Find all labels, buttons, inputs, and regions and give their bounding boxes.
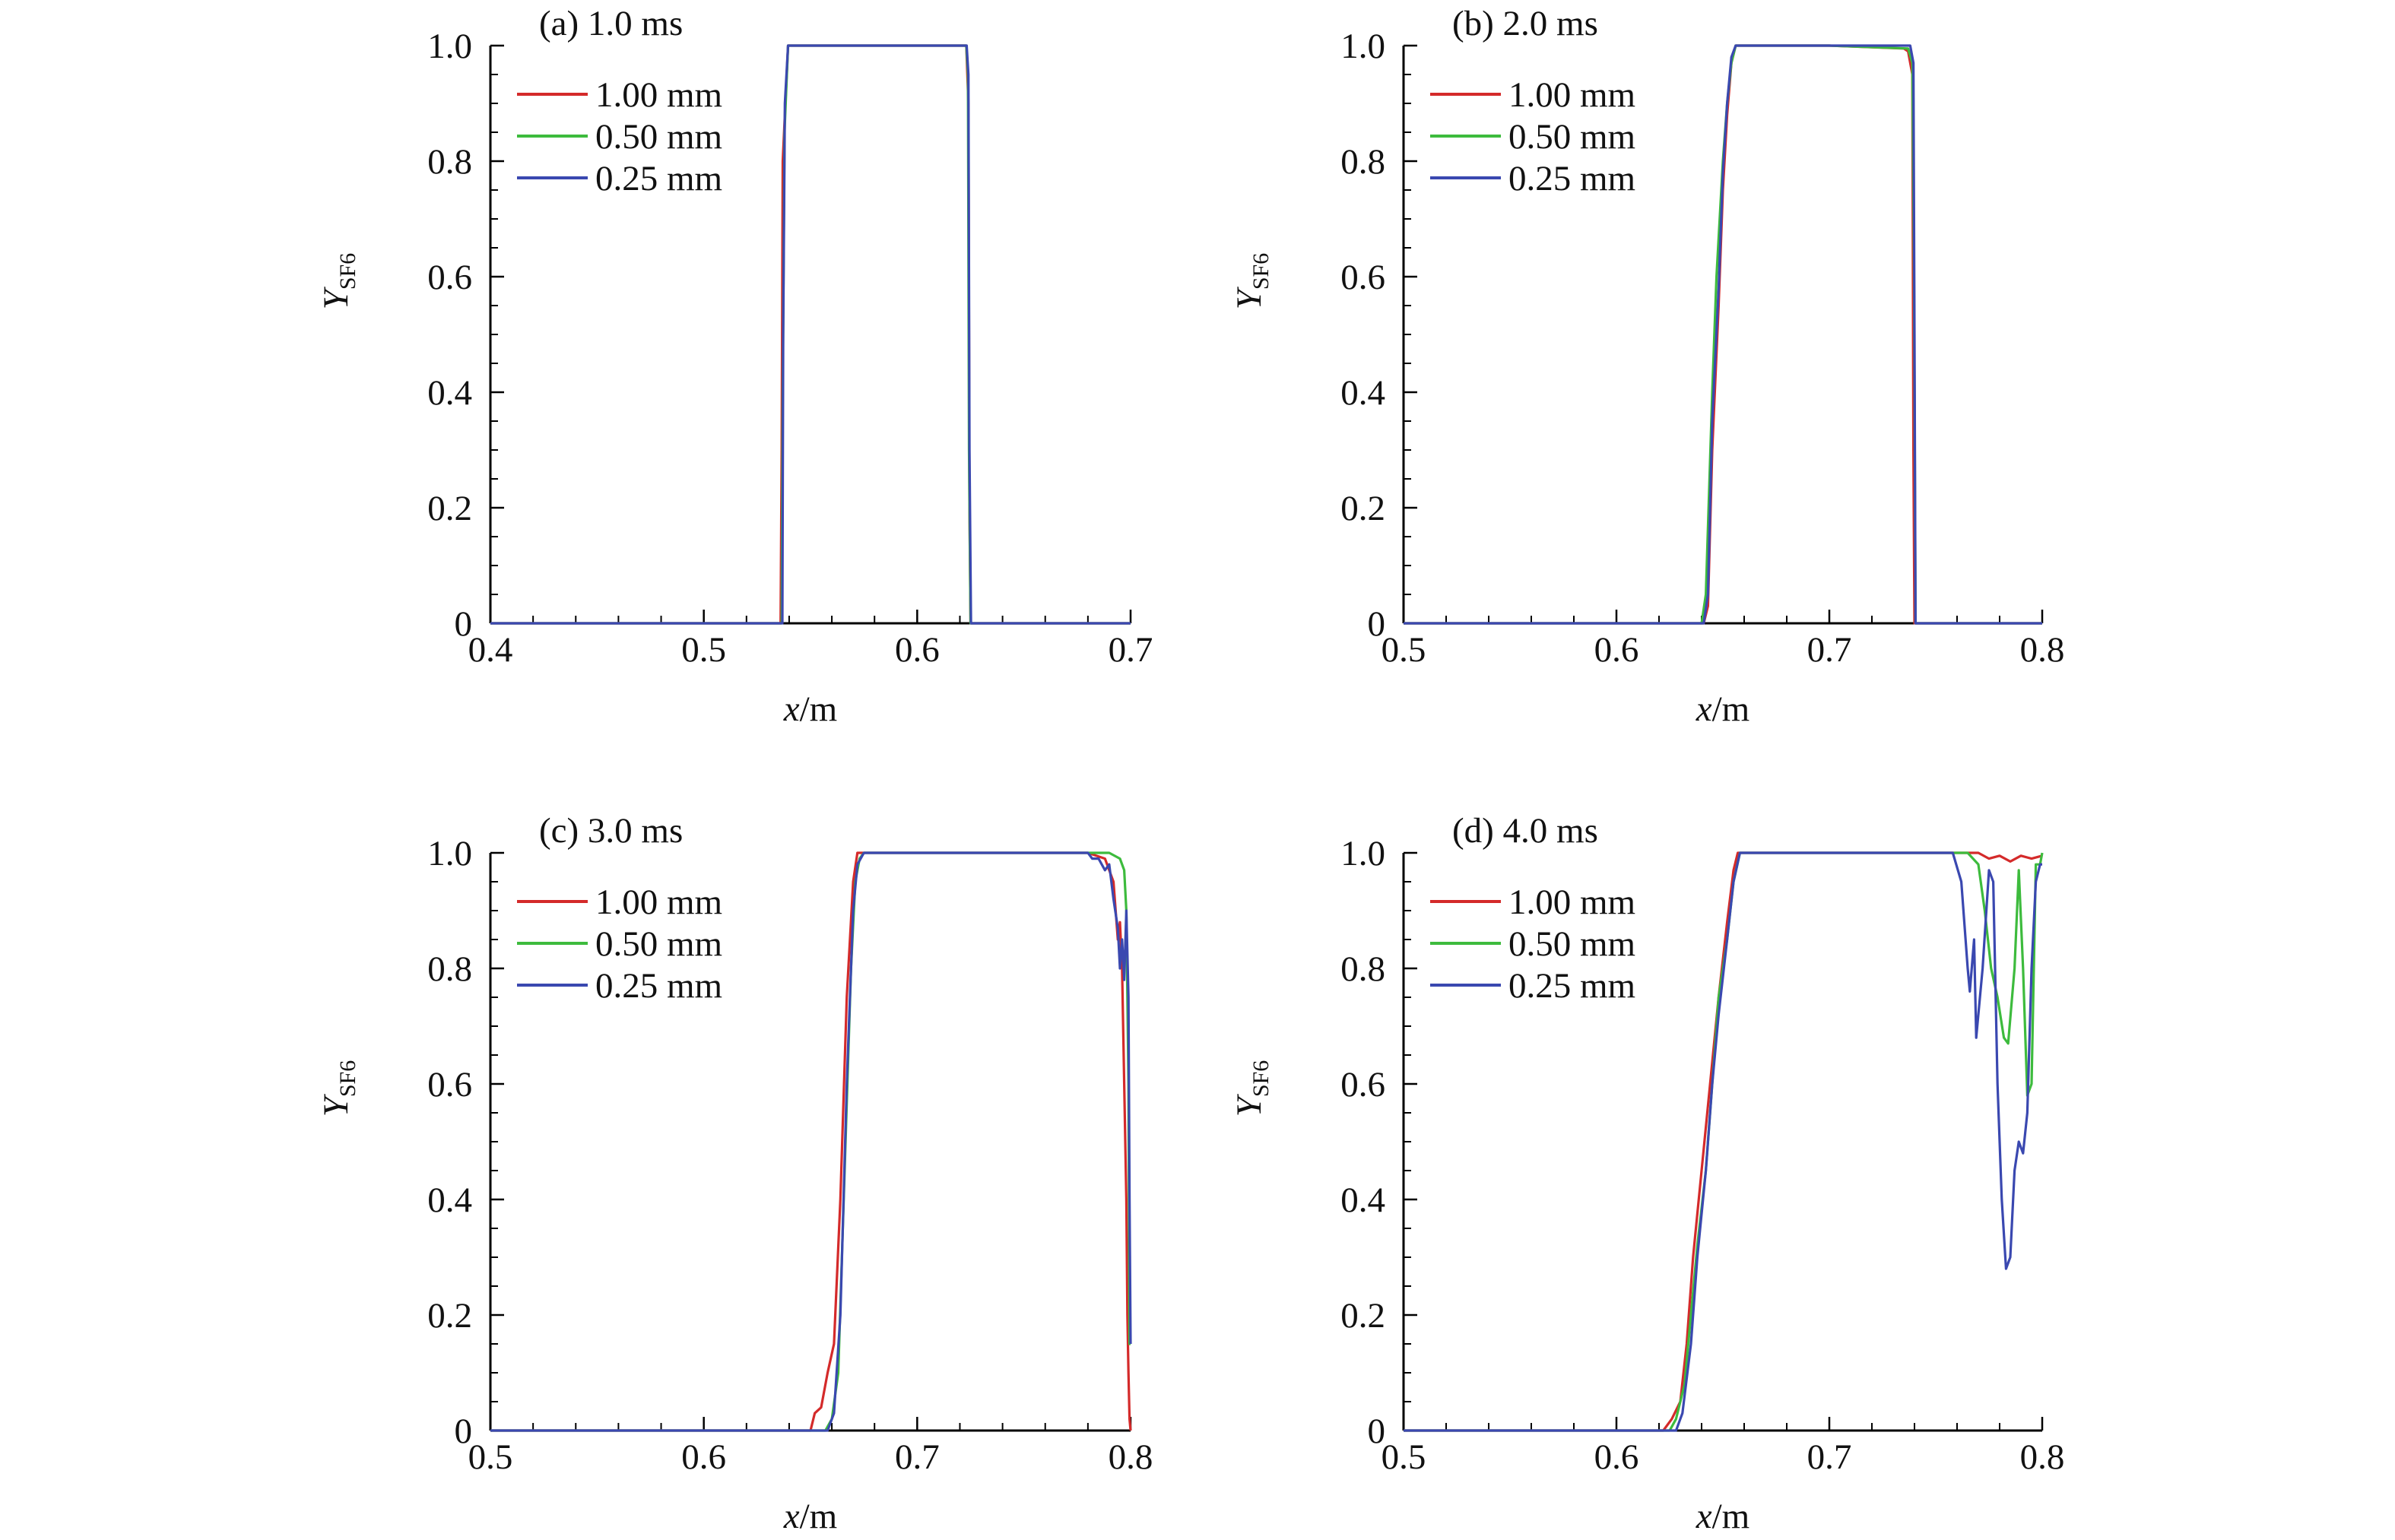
y-tick-label: 0.2	[1340, 1296, 1385, 1336]
y-axis-title: YSF6	[316, 1060, 360, 1117]
x-tick-label: 0.8	[1109, 1437, 1153, 1477]
y-tick-label: 1.0	[1340, 834, 1385, 873]
y-tick-label: 0.2	[427, 489, 472, 528]
legend-label: 1.00 mm	[1508, 882, 1635, 922]
y-tick-label: 0.4	[427, 1180, 472, 1220]
series-line-025	[490, 44, 1131, 625]
x-axis-title: x/m	[783, 1497, 838, 1536]
legend-label: 1.00 mm	[1508, 75, 1635, 115]
x-tick-label: 0.7	[895, 1437, 940, 1477]
y-tick-label: 0	[455, 604, 473, 644]
y-axis-title: YSF6	[1229, 253, 1274, 310]
series-line-025	[1404, 44, 2042, 625]
legend-label: 0.50 mm	[1508, 117, 1635, 157]
series-line-025	[1404, 851, 2042, 1432]
x-tick-label: 0.5	[468, 1437, 513, 1477]
y-tick-label: 0.4	[427, 373, 472, 413]
panel-d: 0.5 0.6 0.7 0.8 0 0.2 0.4 0.6 0.8 1.0 x/m YSF6 (d) 4…	[1229, 811, 2064, 1536]
legend-label: 0.50 mm	[595, 117, 722, 157]
y-tick-label: 0	[1368, 1412, 1386, 1451]
legend-label: 0.25 mm	[595, 159, 722, 198]
panel-a: 0.4 0.5 0.6 0.7 0 0.2 0.4 0.6 0.8 1.0 x/m YSF6 (a) 1…	[316, 4, 1153, 729]
panel-c: 0.5 0.6 0.7 0.8 0 0.2 0.4 0.6 0.8 1.0 x/m YSF6 (c) 3…	[316, 811, 1153, 1536]
y-tick-label: 0.4	[1340, 1180, 1385, 1220]
y-tick-label: 0.6	[1340, 1065, 1385, 1104]
y-axis-title: YSF6	[316, 253, 360, 310]
x-tick-label: 0.4	[468, 630, 513, 670]
series-line-050	[490, 44, 1131, 625]
series-line-100	[1404, 851, 2043, 1432]
x-axis-title: x/m	[1696, 1497, 1750, 1536]
y-tick-label: 0.4	[1340, 373, 1385, 413]
y-tick-label: 1.0	[427, 834, 472, 873]
series-line-100	[490, 851, 1132, 1432]
x-tick-label: 0.6	[1594, 630, 1639, 670]
panel-title: (b) 2.0 ms	[1452, 4, 1598, 43]
y-axis-title: YSF6	[1229, 1060, 1274, 1117]
y-tick-label: 0.2	[1340, 489, 1385, 528]
legend-label: 0.50 mm	[595, 924, 722, 964]
y-tick-label: 0.8	[1340, 142, 1385, 182]
x-tick-label: 0.7	[1807, 1437, 1852, 1477]
y-tick-label: 0.2	[427, 1296, 472, 1336]
x-tick-label: 0.5	[1381, 1437, 1426, 1477]
series-line-050	[1404, 44, 2042, 625]
legend-label: 0.25 mm	[1508, 159, 1635, 198]
y-tick-label: 1.0	[427, 27, 472, 66]
series-line-025	[490, 851, 1132, 1432]
panel-title: (d) 4.0 ms	[1452, 811, 1598, 851]
panel-title: (c) 3.0 ms	[539, 811, 683, 851]
legend-label: 0.50 mm	[1508, 924, 1635, 964]
y-tick-label: 0.6	[427, 1065, 472, 1104]
y-tick-label: 0.8	[427, 142, 472, 182]
y-tick-label: 0	[455, 1412, 473, 1451]
y-tick-label: 0.6	[427, 258, 472, 297]
x-axis-title: x/m	[1696, 689, 1750, 729]
x-tick-label: 0.6	[895, 630, 940, 670]
x-tick-label: 0.5	[681, 630, 726, 670]
x-tick-label: 0.6	[1594, 1437, 1639, 1477]
x-axis-title: x/m	[783, 689, 838, 729]
legend-label: 1.00 mm	[595, 882, 722, 922]
x-tick-label: 0.8	[2020, 630, 2065, 670]
y-tick-label: 0.8	[1340, 949, 1385, 989]
y-tick-label: 0	[1368, 604, 1386, 644]
x-tick-label: 0.6	[681, 1437, 726, 1477]
y-tick-label: 0.8	[427, 949, 472, 989]
x-tick-label: 0.5	[1381, 630, 1426, 670]
legend-label: 1.00 mm	[595, 75, 722, 115]
series-line-100	[1404, 44, 2042, 625]
x-tick-label: 0.7	[1109, 630, 1153, 670]
legend-label: 0.25 mm	[595, 966, 722, 1006]
panel-title: (a) 1.0 ms	[539, 4, 683, 43]
x-tick-label: 0.8	[2020, 1437, 2065, 1477]
legend-label: 0.25 mm	[1508, 966, 1635, 1006]
series-line-050	[1404, 851, 2044, 1432]
y-tick-label: 1.0	[1340, 27, 1385, 66]
y-tick-label: 0.6	[1340, 258, 1385, 297]
x-tick-label: 0.7	[1807, 630, 1852, 670]
series-line-100	[490, 44, 1131, 625]
series-line-050	[490, 851, 1131, 1432]
panel-b: 0.5 0.6 0.7 0.8 0 0.2 0.4 0.6 0.8 1.0 x/m YSF6 (b) 2…	[1229, 4, 2064, 729]
